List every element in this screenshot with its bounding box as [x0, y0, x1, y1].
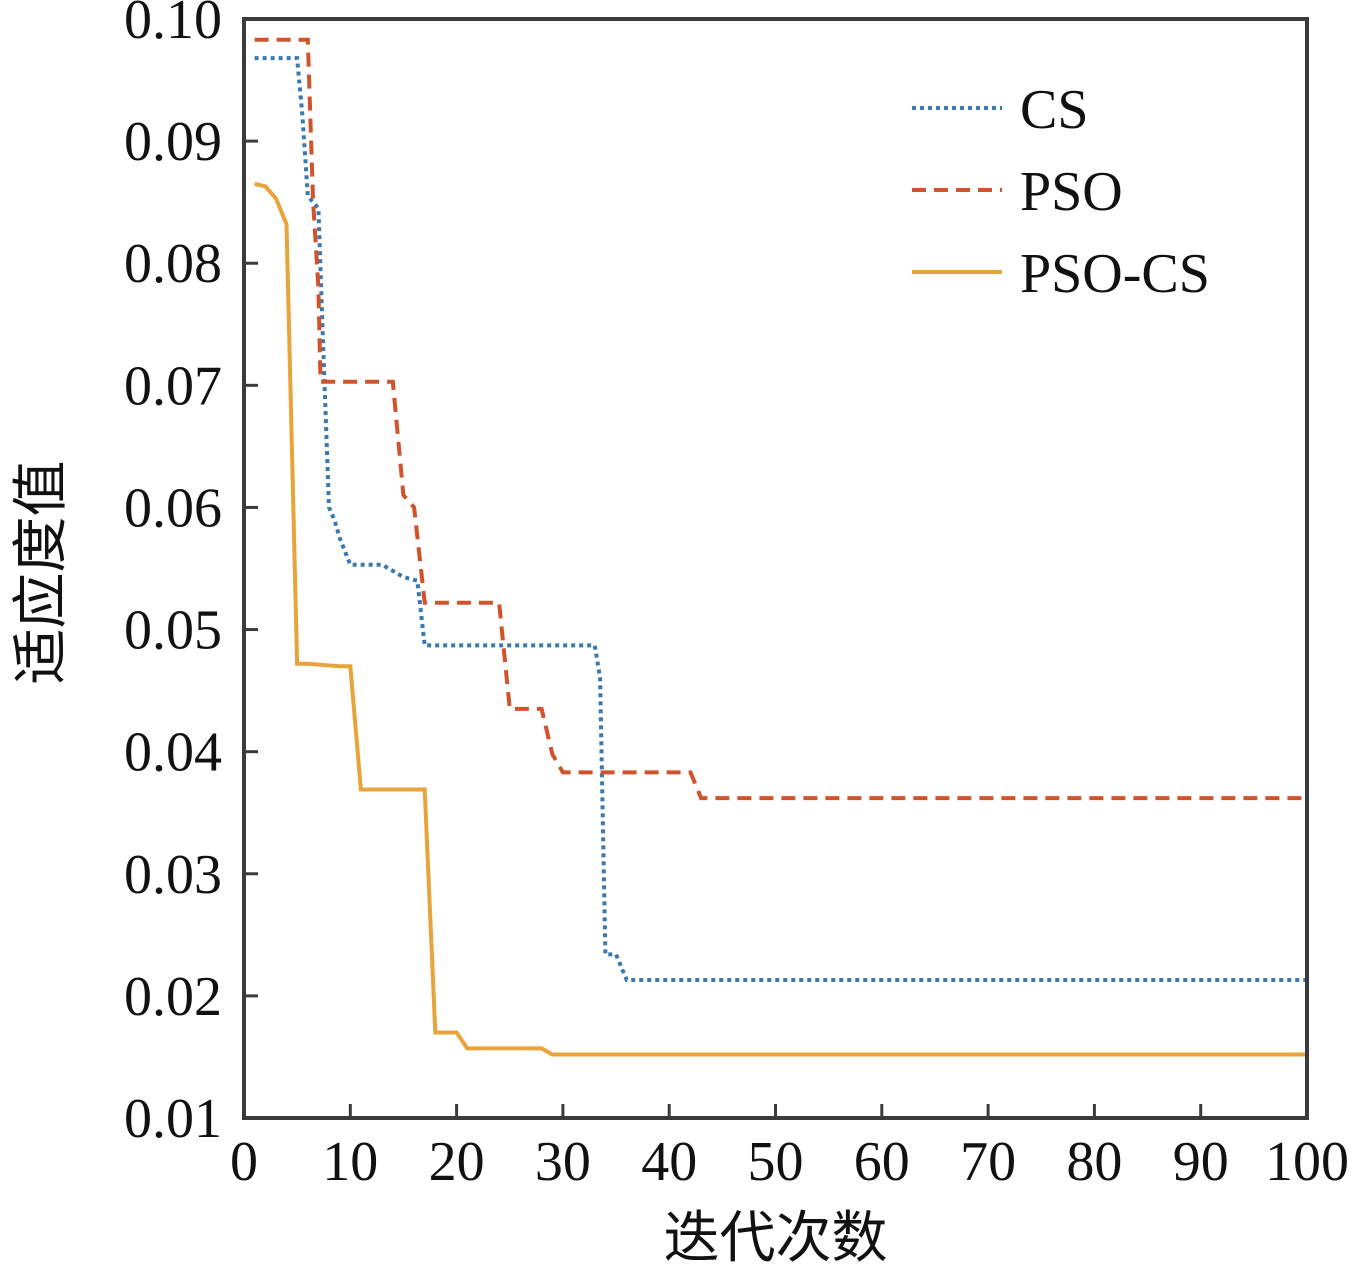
- y-tick-label: 0.07: [124, 355, 222, 417]
- y-axis-title: 适应度值: [9, 461, 74, 685]
- x-tick-label: 30: [535, 1131, 591, 1193]
- x-tick-label: 10: [322, 1131, 378, 1193]
- series-line-pso-cs: [254, 181, 1307, 1057]
- x-tick-label: 0: [230, 1131, 258, 1193]
- ticks-layer: 0 10 20 30 40 50 60 70 80 90 100 0.01 0.02 0.03 0.04 0.…: [124, 0, 1349, 1193]
- x-tick-label: 90: [1173, 1131, 1229, 1193]
- y-tick-label: 0.03: [124, 844, 222, 906]
- x-axis-title: 迭代次数: [664, 1206, 888, 1266]
- series-line-pso: [254, 37, 1307, 801]
- plot-frame: [242, 17, 1309, 1120]
- y-tick-label: 0.08: [124, 233, 222, 295]
- y-tick-label: 0.09: [124, 111, 222, 173]
- x-tick-label: 40: [641, 1131, 697, 1193]
- legend: CS PSO PSO-CS: [912, 79, 1210, 305]
- x-tick-label: 80: [1066, 1131, 1122, 1193]
- series-line-cs: [254, 56, 1307, 982]
- x-tick-label: 20: [429, 1131, 485, 1193]
- y-tick-label: 0.10: [124, 0, 222, 51]
- x-tick-label: 100: [1265, 1131, 1349, 1193]
- x-tick-label: 50: [748, 1131, 804, 1193]
- y-tick-label: 0.04: [124, 722, 222, 784]
- legend-label-cs: CS: [1020, 79, 1089, 141]
- y-tick-label: 0.01: [124, 1088, 222, 1150]
- x-tick-label: 60: [854, 1131, 910, 1193]
- y-tick-label: 0.06: [124, 477, 222, 539]
- y-tick-label: 0.02: [124, 966, 222, 1028]
- legend-label-pso-cs: PSO-CS: [1020, 243, 1210, 305]
- legend-label-pso: PSO: [1020, 161, 1123, 223]
- series-layer: [254, 37, 1307, 1057]
- y-tick-label: 0.05: [124, 600, 222, 662]
- x-tick-label: 70: [960, 1131, 1016, 1193]
